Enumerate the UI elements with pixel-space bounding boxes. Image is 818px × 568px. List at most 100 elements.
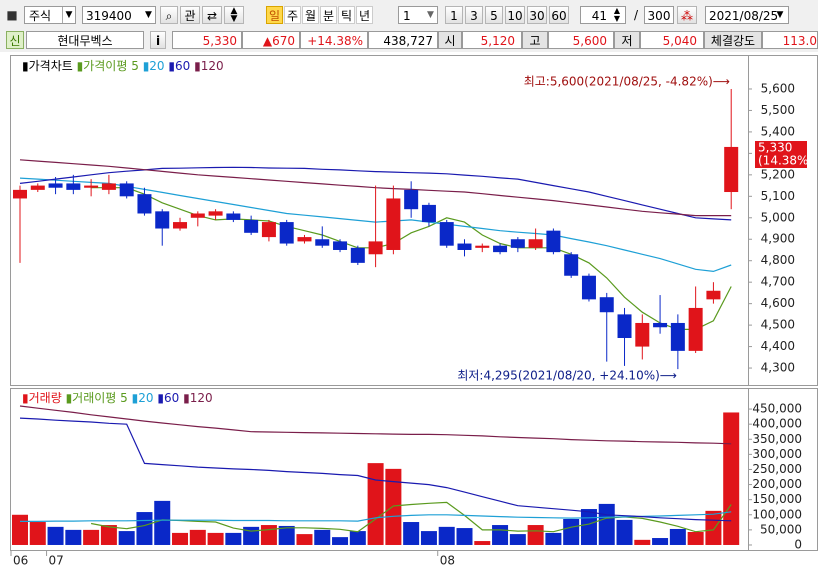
interval-button[interactable]: 1 — [445, 6, 463, 24]
high: 5,600 — [548, 31, 614, 49]
dropdown-arrow[interactable]: ▼ — [427, 10, 434, 20]
period-button[interactable]: 분 — [320, 6, 337, 24]
stock-name[interactable]: 현대무벡스 — [26, 31, 144, 49]
legend-marker: ▮ — [77, 59, 84, 73]
volume-bar — [260, 525, 277, 545]
dropdown-arrow[interactable]: ▼ — [62, 7, 75, 23]
settings-button[interactable]: ⁂ — [677, 6, 697, 24]
volume-bar — [278, 525, 295, 545]
volume: 438,727 — [368, 31, 438, 49]
legend-entry[interactable]: 120 — [201, 59, 224, 73]
legend-marker: ▮ — [157, 391, 164, 405]
min-annotation: 최저:4,295(2021/08/20, +24.10%)⟶ — [457, 369, 677, 383]
unit-select[interactable]: 1 — [398, 6, 438, 24]
candle-body — [493, 245, 508, 253]
dropdown-arrow[interactable]: ▼ — [776, 10, 784, 20]
candle-body — [528, 239, 543, 248]
volume-bar — [438, 526, 455, 545]
legend-entry[interactable]: 120 — [190, 391, 213, 405]
y-tick-label: 4,900 — [761, 232, 795, 246]
legend-ma-title[interactable]: 가격이평 — [83, 59, 127, 73]
candle-body — [315, 239, 330, 246]
legend-marker: ▮ — [143, 59, 150, 73]
last-price: 5,330 — [758, 141, 792, 155]
candle-body — [653, 322, 668, 328]
search-button[interactable]: ⌕ — [160, 6, 178, 24]
y-tick-label: 450,000 — [752, 402, 802, 416]
candle-body — [635, 322, 650, 347]
slash: / — [633, 8, 639, 22]
open: 5,120 — [462, 31, 522, 49]
strength: 113.0 — [762, 31, 818, 49]
interval-button[interactable]: 10 — [505, 6, 525, 24]
date-select[interactable]: 2021/08/25 — [705, 6, 789, 24]
high-label: 고 — [522, 31, 548, 49]
total-input[interactable]: 300 — [644, 6, 674, 24]
y-tick-label: 4,800 — [761, 253, 795, 267]
legend-marker: ▮ — [66, 391, 73, 405]
code-input[interactable]: 319400 — [82, 6, 156, 24]
period-button[interactable]: 틱 — [338, 6, 355, 24]
candle-body — [386, 198, 401, 250]
interval-button[interactable]: 5 — [485, 6, 503, 24]
y-tick-label: 200,000 — [752, 477, 802, 491]
y-tick-label: 4,500 — [761, 318, 795, 332]
y-tick-label: 5,100 — [761, 189, 795, 203]
link-button[interactable]: ⇄ — [202, 6, 222, 24]
legend-ma-title[interactable]: 거래이평 — [72, 391, 116, 405]
candle-body — [244, 219, 259, 233]
dropdown-arrow[interactable]: ▼ — [145, 10, 152, 20]
candle-body — [688, 307, 703, 351]
period-button[interactable]: 월 — [302, 6, 319, 24]
legend-marker: ▮ — [22, 391, 29, 405]
legend: ▮거래량 ▮거래이평 5 ▮20 ▮60 ▮120 — [22, 391, 213, 405]
candle-body — [84, 185, 99, 188]
volume-bar — [723, 412, 740, 545]
legend-entry[interactable]: 20 — [149, 59, 164, 73]
legend-main[interactable]: 가격차트 — [29, 59, 73, 73]
candle-body — [670, 322, 685, 351]
interval-button[interactable]: 60 — [549, 6, 569, 24]
volume-bar — [580, 509, 597, 545]
open-label: 시 — [438, 31, 462, 49]
legend-entry[interactable]: 5 — [131, 59, 139, 73]
legend-entry[interactable]: 60 — [175, 59, 190, 73]
candle-body — [279, 222, 294, 244]
period-button[interactable]: 주 — [284, 6, 301, 24]
count-input[interactable]: 41 — [580, 6, 626, 24]
candle-body — [617, 314, 632, 338]
x-tick-label: 07 — [49, 554, 64, 568]
interval-button[interactable]: 3 — [465, 6, 483, 24]
y-tick-label: 5,000 — [761, 210, 795, 224]
y-tick-label: 5,200 — [761, 167, 795, 181]
low: 5,040 — [640, 31, 704, 49]
candle-body — [421, 204, 436, 223]
volume-bar — [420, 531, 437, 545]
spin-button[interactable]: ▲ ▼ — [224, 6, 244, 24]
fav-button[interactable]: 관 — [180, 6, 200, 24]
volume-bar — [29, 522, 46, 545]
volume-bar — [100, 525, 117, 545]
legend-entry[interactable]: 5 — [120, 391, 128, 405]
info-button[interactable]: i — [150, 31, 166, 49]
candle-body — [48, 183, 63, 188]
legend-entry[interactable]: 60 — [164, 391, 179, 405]
candle-body — [30, 185, 45, 190]
period-button[interactable]: 년 — [356, 6, 373, 24]
volume-bar — [296, 534, 313, 545]
period-button[interactable]: 일 — [266, 6, 283, 24]
last-price-box — [755, 141, 807, 168]
volume-bar — [154, 500, 171, 545]
menu-icon[interactable]: ■ — [6, 8, 18, 22]
legend-entry[interactable]: 20 — [138, 391, 153, 405]
count-spinner[interactable]: ▲ ▼ — [613, 7, 621, 23]
market-select[interactable]: 주식 — [24, 6, 76, 24]
volume-bar — [527, 525, 544, 545]
interval-button[interactable]: 30 — [527, 6, 547, 24]
legend-main[interactable]: 거래량 — [29, 391, 62, 405]
volume-bar — [616, 519, 633, 545]
y-tick-label: 4,700 — [761, 275, 795, 289]
candle-body — [564, 254, 579, 276]
volume-bar — [545, 532, 562, 545]
